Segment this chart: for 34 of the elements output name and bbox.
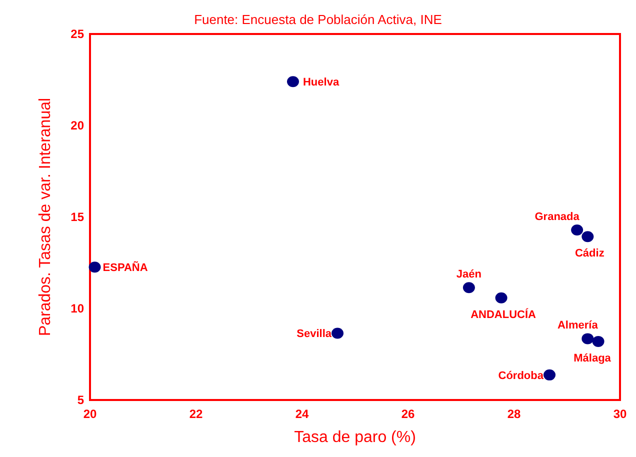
y-axis-title: Parados. Tasas de var. Interanual — [37, 98, 54, 336]
annotation: Málaga — [574, 352, 612, 364]
x-tick-label: 22 — [189, 407, 203, 421]
x-tick-label: 28 — [507, 407, 521, 421]
point — [495, 292, 508, 304]
x-tick-label: 26 — [401, 407, 415, 421]
point — [332, 328, 344, 339]
y-tick-label: 25 — [70, 27, 84, 41]
annotation: Cádiz — [575, 248, 605, 260]
x-tick-label: 20 — [83, 407, 97, 421]
point — [462, 282, 475, 294]
point — [582, 333, 594, 344]
point — [88, 262, 101, 273]
point — [286, 76, 299, 88]
annotation: Córdoba — [498, 370, 544, 382]
annotation: Almería — [557, 320, 599, 332]
source-note: Fuente: Encuesta de Población Activa, INE — [194, 12, 442, 27]
x-tick-label: 24 — [295, 407, 309, 421]
y-tick-label: 20 — [70, 118, 84, 132]
annotation: Sevilla — [296, 328, 332, 340]
y-tick-label: 10 — [70, 302, 84, 316]
y-tick-label: 5 — [77, 393, 84, 407]
x-tick-label: 30 — [613, 407, 627, 421]
annotation: Jaén — [456, 268, 482, 281]
annotation: Granada — [534, 210, 580, 223]
point — [582, 231, 594, 242]
annotation: Huelva — [302, 76, 340, 89]
x-axis-title: Tasa de paro (%) — [294, 429, 416, 446]
point — [592, 336, 604, 347]
annotation: ESPAÑA — [102, 261, 148, 274]
point — [544, 369, 556, 380]
point — [571, 224, 584, 236]
y-tick-label: 15 — [70, 210, 84, 224]
annotation: ANDALUCÍA — [470, 308, 536, 321]
